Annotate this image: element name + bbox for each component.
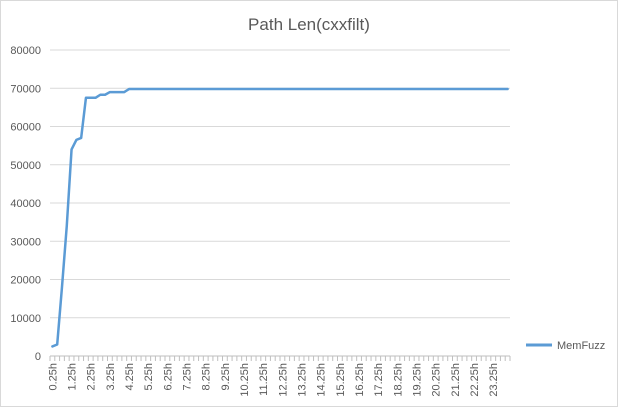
x-tick-label: 22.25h — [469, 363, 481, 397]
x-tick-label: 1.25h — [67, 363, 79, 391]
y-tick-label: 50000 — [10, 160, 41, 172]
series-line-memfuzz — [51, 87, 509, 348]
x-tick-label: 12.25h — [277, 363, 289, 397]
x-tick-label: 19.25h — [412, 363, 424, 397]
x-tick-label: 6.25h — [162, 363, 174, 391]
y-axis: 0 10000 20000 30000 40000 50000 60000 70000 8000… — [10, 45, 41, 363]
x-tick-label: 8.25h — [201, 363, 213, 391]
y-tick-label: 70000 — [10, 83, 41, 95]
y-tick-label: 0 — [35, 351, 41, 363]
x-tick-label: 7.25h — [182, 363, 194, 391]
x-tick-label: 3.25h — [105, 363, 117, 391]
chart-title: Path Len(cxxfilt) — [248, 15, 370, 34]
legend: MemFuzz — [526, 340, 605, 352]
y-tick-label: 80000 — [10, 45, 41, 57]
y-tick-label: 20000 — [10, 275, 41, 287]
x-tick-label: 11.25h — [258, 363, 270, 396]
x-tick-label: 16.25h — [354, 363, 366, 397]
x-tick-label: 14.25h — [316, 363, 328, 397]
y-tick-label: 10000 — [10, 313, 41, 325]
x-tick-label: 10.25h — [239, 363, 251, 397]
x-tick-label: 13.25h — [297, 363, 309, 397]
y-tick-label: 40000 — [10, 198, 41, 210]
legend-label-memfuzz: MemFuzz — [557, 340, 605, 352]
x-tick-label: 15.25h — [335, 363, 347, 397]
x-tick-label: 5.25h — [143, 363, 155, 391]
x-tick-label: 4.25h — [124, 363, 136, 391]
x-tick-label: 17.25h — [373, 363, 385, 397]
x-tick-label: 2.25h — [86, 363, 98, 391]
x-axis: 0.25h 1.25h 2.25h 3.25h 4.25h 5.25h 6.25h 7.25h… — [47, 355, 511, 397]
y-tick-label: 30000 — [10, 236, 41, 248]
gridlines — [50, 49, 510, 319]
x-tick-label: 21.25h — [450, 363, 462, 397]
x-tick-label: 23.25h — [488, 363, 500, 397]
x-tick-label: 18.25h — [392, 363, 404, 397]
x-tick-label: 20.25h — [431, 363, 443, 397]
y-tick-label: 60000 — [10, 122, 41, 134]
x-tick-label: 9.25h — [220, 363, 232, 391]
x-tick-label: 0.25h — [47, 363, 59, 391]
plot-area — [51, 87, 509, 348]
